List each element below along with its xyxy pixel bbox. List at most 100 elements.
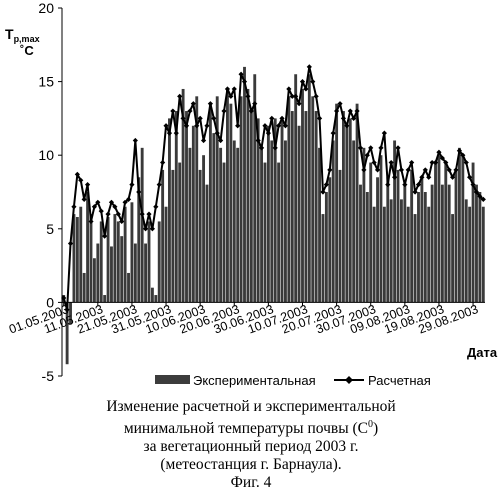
experimental-bar (178, 163, 181, 303)
experimental-bar (120, 236, 123, 302)
experimental-bar (339, 170, 342, 302)
experimental-bar (434, 163, 437, 303)
experimental-bar (475, 185, 478, 303)
experimental-bar (287, 96, 290, 302)
experimental-bar (127, 273, 130, 302)
calculated-point (221, 108, 226, 113)
experimental-bar (407, 207, 410, 303)
experimental-bar (431, 185, 434, 303)
experimental-bar (83, 273, 86, 302)
experimental-bar (465, 199, 468, 302)
calculated-point (317, 116, 322, 121)
experimental-bar (359, 185, 362, 303)
calculated-point (310, 79, 315, 84)
experimental-bar (410, 170, 413, 302)
experimental-bar (175, 111, 178, 302)
experimental-bar (325, 192, 328, 302)
calculated-point (85, 182, 90, 187)
calculated-point (82, 197, 87, 202)
calculated-point (269, 116, 274, 121)
experimental-bar (335, 104, 338, 303)
experimental-bar (373, 207, 376, 303)
chart: -50510152001.05.200311.05.200321.05.2003… (0, 0, 502, 400)
experimental-bar (206, 185, 209, 303)
calculated-point (399, 167, 404, 172)
calculated-point (177, 94, 182, 99)
figure-label: Фиг. 4 (0, 474, 502, 492)
experimental-bar (79, 207, 82, 303)
experimental-bar (240, 96, 243, 302)
y-tick-label: 15 (38, 74, 54, 90)
experimental-bar (311, 96, 314, 302)
experimental-bar (260, 148, 263, 303)
experimental-bar (76, 217, 79, 302)
calculated-point (395, 145, 400, 150)
experimental-bar (229, 104, 232, 303)
calculated-point (273, 145, 278, 150)
experimental-bar (455, 170, 458, 302)
experimental-bar (380, 155, 383, 302)
legend-calculated-marker (345, 376, 353, 384)
experimental-bar (294, 74, 297, 302)
experimental-bar (322, 214, 325, 302)
y-axis-unit: ˚C (20, 43, 34, 58)
y-tick-label: 20 (38, 0, 54, 16)
calculated-point (208, 101, 213, 106)
experimental-bar (168, 118, 171, 302)
calculated-point (378, 145, 383, 150)
experimental-bar (113, 214, 116, 302)
experimental-bar (444, 163, 447, 303)
experimental-bar (304, 111, 307, 302)
experimental-bar (267, 126, 270, 303)
experimental-bar (417, 192, 420, 302)
calculated-point (327, 167, 332, 172)
experimental-bar (298, 126, 301, 303)
experimental-bar (223, 163, 226, 303)
experimental-bar (100, 221, 103, 302)
experimental-bar (318, 148, 321, 303)
experimental-bar (131, 202, 134, 302)
calculated-point (146, 211, 151, 216)
calculated-point (307, 64, 312, 69)
experimental-bar (349, 118, 352, 302)
experimental-bar (478, 192, 481, 302)
experimental-bar (451, 214, 454, 302)
y-tick-label: 5 (46, 221, 54, 237)
experimental-bar (124, 207, 127, 303)
calculated-point (314, 94, 319, 99)
experimental-bar (424, 192, 427, 302)
experimental-bar (366, 192, 369, 302)
legend-experimental-label: Экспериментальная (193, 373, 316, 388)
experimental-bar (482, 207, 485, 303)
calculated-point (402, 182, 407, 187)
calculated-point (211, 116, 216, 121)
experimental-bar (96, 244, 99, 303)
calculated-point (105, 211, 110, 216)
experimental-bar (188, 148, 191, 303)
experimental-bar (277, 163, 280, 303)
calculated-point (88, 219, 93, 224)
experimental-bar (110, 246, 113, 302)
experimental-bar (328, 177, 331, 302)
calculated-series-line (64, 67, 484, 310)
calculated-point (389, 160, 394, 165)
calculated-point (68, 241, 73, 246)
experimental-bar (356, 104, 359, 303)
experimental-bar (342, 111, 345, 302)
experimental-bar (165, 207, 168, 303)
experimental-bar (93, 258, 96, 302)
experimental-bar (236, 148, 239, 303)
y-axis-label: Tp,max (5, 26, 40, 44)
experimental-bar (427, 207, 430, 303)
experimental-bar (226, 89, 229, 302)
experimental-bar (315, 111, 318, 302)
calculated-point (361, 167, 366, 172)
caption-line-1: Изменение расчетной и экспериментальной (0, 398, 502, 416)
calculated-point (129, 182, 134, 187)
experimental-bar (233, 140, 236, 302)
calculated-point (71, 204, 76, 209)
calculated-point (140, 211, 145, 216)
experimental-bar (390, 199, 393, 302)
experimental-bar (141, 148, 144, 303)
experimental-bar (151, 288, 154, 303)
